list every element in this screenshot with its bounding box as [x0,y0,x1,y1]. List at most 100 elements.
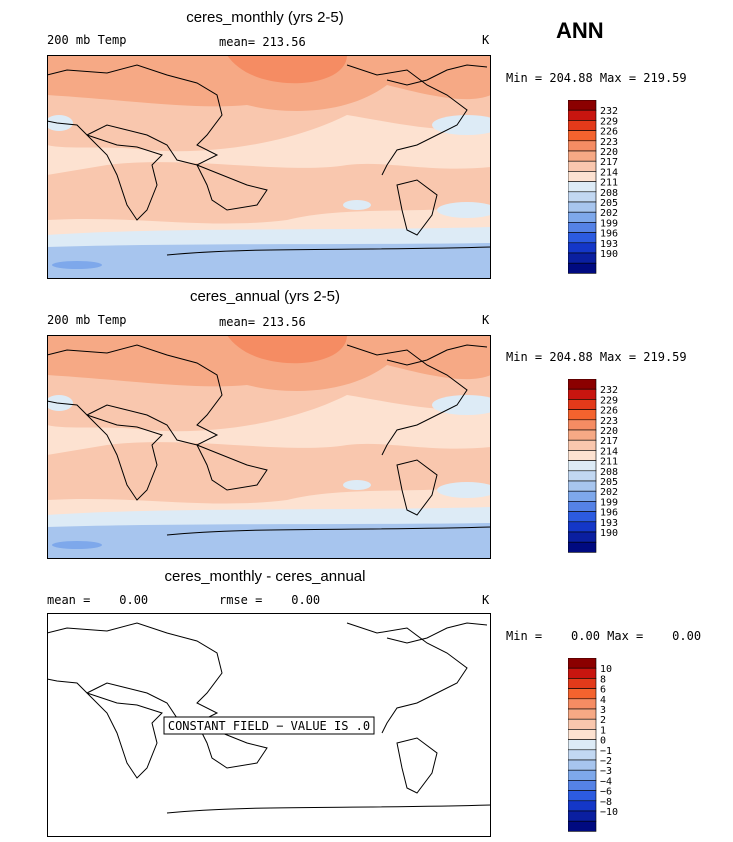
panel-3-title: ceres_monthly - ceres_annual [164,568,366,585]
colorbar-box [568,739,597,751]
colorbar-box [568,521,597,533]
colorbar-tick-label: −6 [600,787,612,798]
colorbar-box [568,541,597,553]
colorbar-tick-label: 193 [600,239,618,250]
colorbar-tick-label: −3 [600,766,612,777]
colorbar-tick-label: 214 [600,167,618,178]
panel-2-variable-label: 200 mb Temp [47,313,127,327]
colorbar-box [568,409,597,421]
colorbar-tick-label: 196 [600,229,618,240]
colorbar-tick-label: 226 [600,406,618,417]
panel-1-variable-label: 200 mb Temp [47,33,127,47]
colorbar-box [568,120,597,131]
colorbar-box [568,388,597,400]
colorbar-tick-label: 205 [600,198,618,209]
colorbar-box [568,749,597,761]
colorbar-box [568,140,597,152]
colorbar-box [568,790,597,802]
colorbar-box [568,688,597,700]
colorbar-tick-label: 217 [600,157,618,168]
colorbar-box [568,780,597,791]
colorbar-box [568,181,597,193]
colorbar-tick-label: 232 [600,106,618,117]
colorbar-tick-label: 205 [600,477,618,488]
colorbar-box [568,171,597,182]
colorbar-tick-label: 229 [600,116,618,127]
colorbar-box [568,531,597,543]
colorbar-tick-label: −8 [600,797,612,808]
panel-1-mean-label: mean= 213.56 [219,35,306,49]
constant-field-box: CONSTANT FIELD − VALUE IS .0 [163,716,375,735]
colorbar-box [568,820,597,832]
colorbar-tick-label: 208 [600,188,618,199]
panel-2-colorbar: 2322292262232202172142112082052021991961… [568,379,618,553]
colorbar-tick-label: 220 [600,426,618,437]
colorbar-box [568,160,597,172]
panel-3-map: CONSTANT FIELD − VALUE IS .0 [47,613,491,837]
colorbar-box [568,379,597,390]
colorbar-box [568,100,597,111]
panel-1-colorbar: 2322292262232202172142112082052021991961… [568,100,618,274]
colorbar-tick-label: 199 [600,218,618,229]
colorbar-tick-label: 220 [600,147,618,158]
colorbar-tick-label: −10 [600,807,618,818]
panel-2-mean-label: mean= 213.56 [219,315,306,329]
colorbar-tick-label: 10 [600,664,612,675]
panel-3-rmse-label: rmse = 0.00 [219,593,321,607]
colorbar-tick-label: 214 [600,446,618,457]
colorbar-tick-label: 1 [600,725,606,736]
colorbar-box [568,399,597,410]
colorbar-tick-label: 229 [600,395,618,406]
colorbar-tick-label: 199 [600,497,618,508]
panel-1-units-label: K [482,33,490,47]
colorbar-tick-label: 8 [600,674,606,685]
colorbar-box [568,130,597,142]
colorbar-box [568,729,597,740]
colorbar-box [568,232,597,244]
colorbar-box [568,150,597,162]
colorbar-tick-label: 208 [600,467,618,478]
colorbar-box [568,511,597,523]
colorbar-box [568,252,597,264]
panel-3-units-label: K [482,593,490,607]
colorbar-tick-label: 202 [600,487,618,498]
colorbar-box [568,222,597,233]
colorbar-box [568,211,597,223]
colorbar-box [568,718,597,730]
panel-2-min-max: Min = 204.88 Max = 219.59 [506,350,687,364]
colorbar-tick-label: −1 [600,746,612,757]
colorbar-tick-label: −4 [600,776,612,787]
panel-3-min-max: Min = 0.00 Max = 0.00 [506,629,702,643]
colorbar-box [568,800,597,812]
colorbar-box [568,759,597,771]
colorbar-box [568,667,597,679]
season-title: ANN [556,18,604,43]
colorbar-tick-label: 196 [600,508,618,519]
colorbar-tick-label: 223 [600,416,618,427]
colorbar-tick-label: 211 [600,178,618,189]
colorbar-box [568,109,597,121]
colorbar-box [568,490,597,502]
panel-1-map [47,55,491,279]
colorbar-tick-label: 226 [600,127,618,138]
colorbar-box [568,450,597,461]
colorbar-box [568,439,597,451]
colorbar-box [568,708,597,720]
colorbar-box [568,470,597,482]
colorbar-tick-label: 217 [600,436,618,447]
panel-1-min-max: Min = 204.88 Max = 219.59 [506,71,687,85]
colorbar-box [568,501,597,512]
panel-1-title: ceres_monthly (yrs 2-5) [186,9,344,26]
colorbar-tick-label: 0 [600,736,606,747]
colorbar-tick-label: 190 [600,249,618,260]
colorbar-box [568,460,597,472]
colorbar-tick-label: 211 [600,457,618,468]
colorbar-tick-label: −2 [600,756,612,767]
colorbar-box [568,698,597,710]
colorbar-tick-label: 3 [600,705,606,716]
colorbar-box [568,810,597,822]
colorbar-tick-label: 232 [600,385,618,396]
colorbar-box [568,429,597,441]
colorbar-tick-label: 2 [600,715,606,726]
